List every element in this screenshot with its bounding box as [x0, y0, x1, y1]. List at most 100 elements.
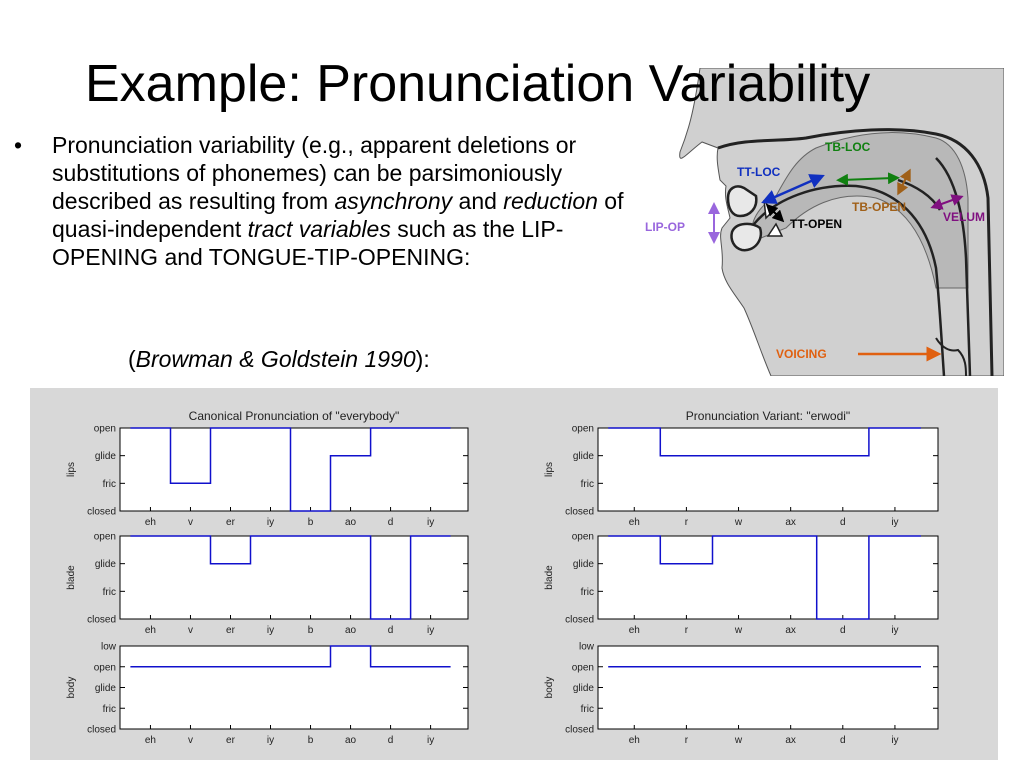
chart-1-xtick-label: v: [188, 517, 193, 528]
chart-3-ytick-label: fric: [103, 704, 116, 715]
chart-6-xtick-label: iy: [891, 735, 898, 746]
chart-2-xtick-label: er: [226, 625, 236, 636]
chart-5-series-line: [608, 535, 921, 620]
chart-5-ytick-label: fric: [581, 587, 594, 598]
chart-6-xtick-label: d: [840, 735, 846, 746]
velum-arrow: [930, 194, 964, 210]
chart-4-xtick-label: iy: [891, 517, 898, 528]
chart-2-xtick-label: ao: [345, 625, 357, 636]
chart-4-ytick-label: open: [572, 424, 594, 435]
chart-4-ytick-label: closed: [565, 507, 594, 518]
chart-4-xtick-label: r: [685, 517, 689, 528]
larynx-outline: [935, 337, 967, 376]
bullet-text-3: of quasi-independent: [52, 188, 624, 242]
bullet-text-2: and: [452, 188, 504, 214]
chart-5-xtick-label: ax: [785, 625, 796, 636]
chart-3-series-line: [130, 645, 451, 668]
chart-1-xtick-label: eh: [145, 517, 156, 528]
tb-open-arrow: [897, 168, 911, 196]
chart-2-xtick-label: d: [388, 625, 394, 636]
chart-1-title: Canonical Pronunciation of "everybody": [189, 409, 400, 423]
chart-2-ytick-label: glide: [95, 559, 117, 570]
chart-4-title: Pronunciation Variant: "erwodi": [686, 409, 850, 423]
chart-1-ytick-label: fric: [103, 479, 116, 490]
chart-1-plot-area: [119, 427, 469, 512]
vocal-tract-outline: [717, 128, 994, 376]
slide-title: Example: Pronunciation Variability: [85, 55, 871, 113]
chart-3-xtick-label: iy: [267, 735, 274, 746]
chart-3-xtick-label: v: [188, 735, 193, 746]
chart-2-ytick-label: fric: [103, 587, 116, 598]
chart-6-xtick-label: eh: [629, 735, 640, 746]
chart-2-xtick-label: b: [308, 625, 314, 636]
chart-5-xtick-label: w: [734, 625, 743, 636]
chart-3-xtick-label: d: [388, 735, 394, 746]
tt-loc-label: TT-LOC: [737, 165, 781, 179]
tt-open-arrow: [765, 203, 785, 223]
bullet-text-4: such as the LIP-OPENING and TONGUE-TIP-O…: [52, 216, 564, 270]
chart-4-xtick-label: ax: [785, 517, 796, 528]
chart-1-ytick-label: open: [94, 424, 116, 435]
chart-5-ytick-label: closed: [565, 615, 594, 626]
chart-4-xtick-label: eh: [629, 517, 640, 528]
chart-3-xtick-label: iy: [427, 735, 434, 746]
chart-3-ylabel: body: [66, 677, 77, 699]
chart-1-xtick-label: iy: [267, 517, 274, 528]
chart-6-ytick-label: fric: [581, 704, 594, 715]
chart-3-xtick-label: er: [226, 735, 236, 746]
chart-4-xtick-label: w: [734, 517, 743, 528]
chart-5-ytick-label: open: [572, 532, 594, 543]
chart-1-xtick-label: iy: [427, 517, 434, 528]
plots-svg: Canonical Pronunciation of "everybody" li…: [66, 409, 939, 746]
chart-6-ylabel: body: [544, 677, 555, 699]
chart-4-series-line: [608, 427, 921, 457]
chart-2-xtick-label: v: [188, 625, 193, 636]
chart-1-ytick-label: closed: [87, 507, 116, 518]
chart-1-xtick-label: er: [226, 517, 236, 528]
chart-1-ytick-label: glide: [95, 451, 117, 462]
chart-2-ylabel: blade: [66, 565, 77, 590]
term-asynchrony: asynchrony: [334, 188, 453, 214]
chart-3-xtick-label: b: [308, 735, 314, 746]
chart-6-plot-area: [597, 645, 939, 730]
chart-6-ytick-label: open: [572, 662, 594, 673]
tt-loc-arrow: [761, 174, 825, 204]
chart-6-ytick-label: closed: [565, 725, 594, 736]
tb-open-label: TB-OPEN: [852, 200, 906, 214]
bullet-text: Pronunciation variability (e.g., apparen…: [52, 131, 629, 271]
chart-5-ylabel: blade: [544, 565, 555, 590]
chart-2-ytick-label: open: [94, 532, 116, 543]
term-tract-variables: tract variables: [247, 216, 391, 242]
chart-1-xtick-label: d: [388, 517, 394, 528]
bullet-dot: •: [14, 132, 23, 158]
chart-6-xtick-label: r: [685, 735, 689, 746]
term-reduction: reduction: [503, 188, 598, 214]
chart-2-plot-area: [119, 535, 469, 620]
chart-5-ytick-label: glide: [573, 559, 595, 570]
chart-2-series-line: [130, 535, 451, 620]
chart-3-ytick-label: glide: [95, 683, 117, 694]
chart-3-xtick-label: eh: [145, 735, 156, 746]
citation-reference: Browman & Goldstein 1990: [135, 346, 416, 372]
plots-panel: Canonical Pronunciation of "everybody" li…: [30, 388, 998, 760]
chart-3-ytick-label: closed: [87, 725, 116, 736]
chart-3-plot-area: [119, 645, 469, 730]
lip-op-label: LIP-OP: [645, 220, 685, 234]
chart-5-xtick-label: d: [840, 625, 846, 636]
citation-open: (: [128, 346, 136, 372]
bullet-text-1: Pronunciation variability (e.g., apparen…: [52, 132, 577, 214]
chart-5-xtick-label: iy: [891, 625, 898, 636]
chart-4-xtick-label: d: [840, 517, 846, 528]
upper-lip: [726, 185, 758, 218]
chart-1-xtick-label: b: [308, 517, 314, 528]
tb-loc-label: TB-LOC: [825, 140, 871, 154]
chart-4-plot-area: [597, 427, 939, 512]
lower-lip: [730, 222, 763, 252]
chart-2-ytick-label: closed: [87, 615, 116, 626]
chart-4-ytick-label: fric: [581, 479, 594, 490]
chart-5-xtick-label: r: [685, 625, 689, 636]
chart-2-xtick-label: iy: [267, 625, 274, 636]
chart-1-xtick-label: ao: [345, 517, 357, 528]
chart-3-ytick-label: low: [101, 642, 117, 653]
chart-3-xtick-label: ao: [345, 735, 357, 746]
